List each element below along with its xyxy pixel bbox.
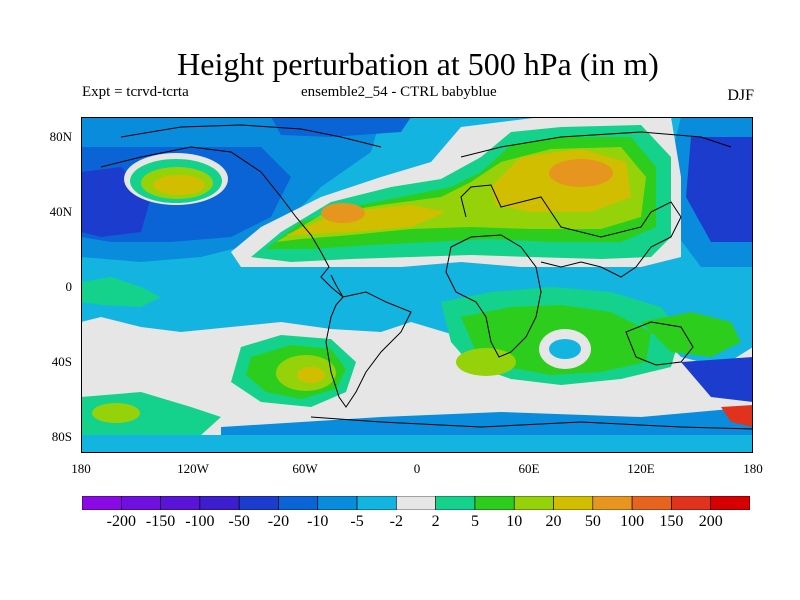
colorbar-swatch bbox=[120, 496, 161, 510]
colorbar-tick-label: -5 bbox=[350, 513, 364, 530]
colorbar-tick-label: -200 bbox=[106, 513, 136, 530]
plot-title: Height perturbation at 500 hPa (in m) bbox=[177, 46, 659, 82]
colorbar-swatch bbox=[356, 496, 397, 510]
colorbar-swatch bbox=[317, 496, 358, 510]
colorbar-swatch bbox=[671, 496, 712, 510]
colorbar-tick-label: -100 bbox=[185, 513, 215, 530]
colorbar-swatch bbox=[82, 496, 122, 510]
colorbar-swatch bbox=[592, 496, 633, 510]
lat-label-80s: 80S bbox=[51, 429, 72, 444]
colorbar-tick-label: -10 bbox=[307, 513, 329, 530]
lat-label-80n: 80N bbox=[49, 129, 72, 144]
colorbar-swatch bbox=[396, 496, 436, 510]
colorbar-tick-label: 50 bbox=[584, 513, 601, 530]
colorbar-swatch bbox=[553, 496, 594, 510]
colorbar-tick-label: 150 bbox=[659, 513, 684, 530]
colorbar-tick-label: 100 bbox=[620, 513, 645, 530]
colorbar-swatch bbox=[160, 496, 201, 510]
colorbar-tick-label: -2 bbox=[389, 513, 403, 530]
lon-label-120w: 120W bbox=[177, 461, 209, 476]
colorbar-tick-label: -20 bbox=[267, 513, 290, 530]
season-label: DJF bbox=[727, 87, 754, 104]
colorbar-tick-label: -50 bbox=[228, 513, 250, 530]
lon-label-120e: 120E bbox=[627, 461, 655, 476]
colorbar-swatch bbox=[435, 496, 476, 510]
colorbar bbox=[82, 496, 750, 510]
ensemble-label: ensemble2_54 - CTRL babyblue bbox=[301, 84, 497, 100]
height-perturbation-map bbox=[81, 117, 753, 453]
lon-label-0: 0 bbox=[413, 461, 421, 476]
colorbar-swatch bbox=[199, 496, 240, 510]
colorbar-tick-label: 20 bbox=[545, 513, 562, 530]
lon-label-60w: 60W bbox=[292, 461, 318, 476]
colorbar-swatch bbox=[710, 496, 750, 510]
colorbar-tick-label: 2 bbox=[431, 513, 440, 530]
colorbar-swatch bbox=[238, 496, 279, 510]
lon-label-180w: 180 bbox=[71, 461, 91, 476]
experiment-label: Expt = tcrvd-tcrta bbox=[82, 84, 189, 100]
colorbar-swatch bbox=[474, 496, 515, 510]
lat-label-40n: 40N bbox=[49, 204, 72, 219]
lon-label-180e: 180 bbox=[743, 461, 763, 476]
lon-label-60e: 60E bbox=[518, 461, 540, 476]
colorbar-swatch bbox=[513, 496, 554, 510]
colorbar-tick-label: 5 bbox=[470, 513, 479, 530]
colorbar-tick-label: 10 bbox=[506, 513, 523, 530]
colorbar-tick-label: -150 bbox=[145, 513, 176, 530]
colorbar-swatch bbox=[278, 496, 319, 510]
lat-label-equator: 0 bbox=[65, 279, 73, 294]
lat-label-40s: 40S bbox=[51, 354, 72, 369]
colorbar-swatch bbox=[631, 496, 672, 510]
colorbar-tick-label: 200 bbox=[698, 513, 723, 530]
